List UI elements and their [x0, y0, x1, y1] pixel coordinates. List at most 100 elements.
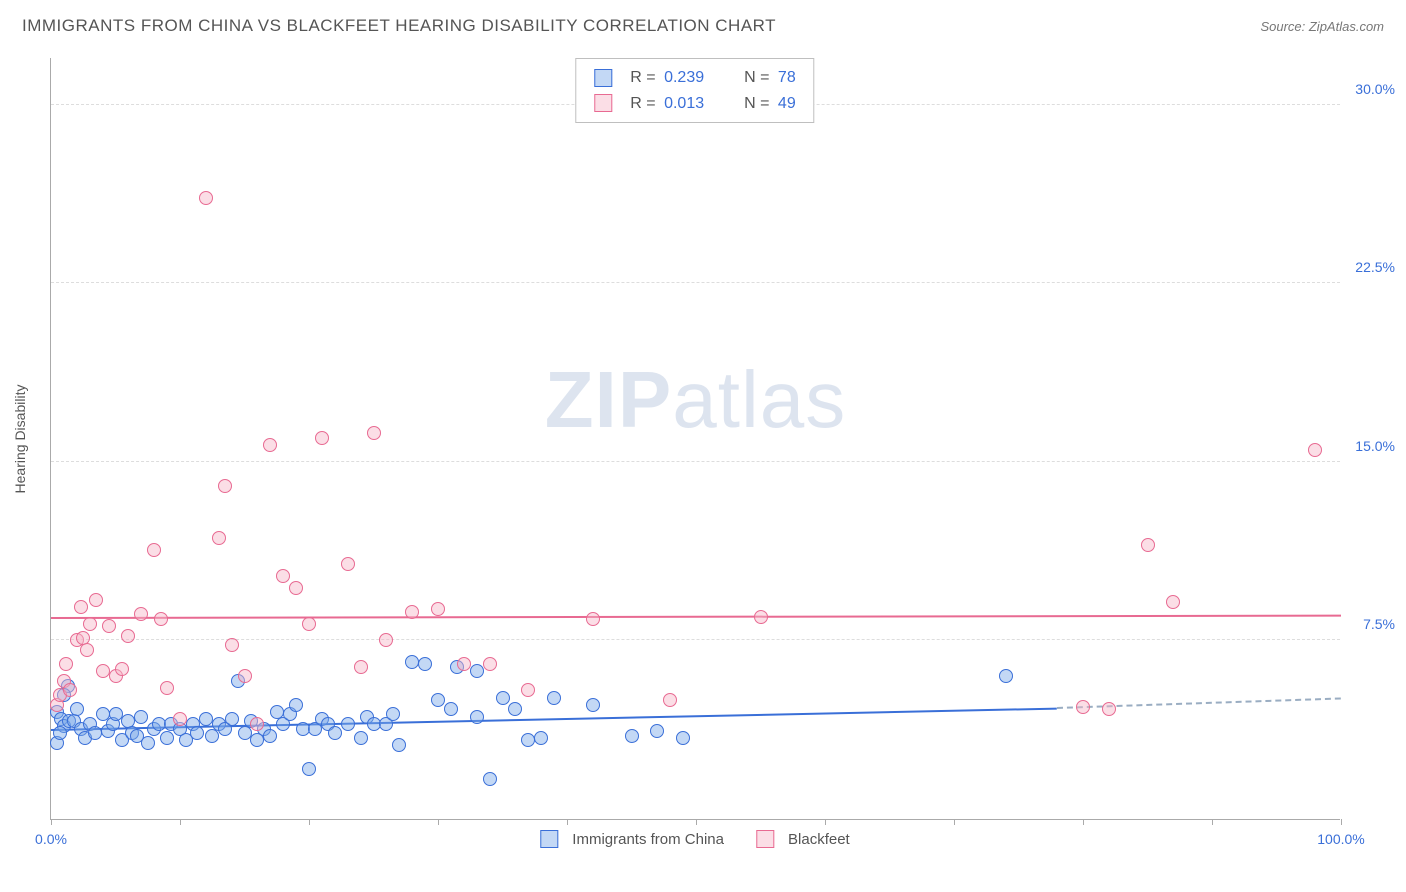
data-point: [205, 729, 219, 743]
data-point: [250, 733, 264, 747]
data-point: [418, 657, 432, 671]
data-point: [586, 612, 600, 626]
xtick: [954, 819, 955, 825]
data-point: [250, 717, 264, 731]
data-point: [625, 729, 639, 743]
xtick: [180, 819, 181, 825]
data-point: [1308, 443, 1322, 457]
data-point: [70, 702, 84, 716]
data-point: [534, 731, 548, 745]
gridline: [51, 282, 1340, 283]
chart-title: IMMIGRANTS FROM CHINA VS BLACKFEET HEARI…: [22, 16, 776, 36]
stat-r-value: 0.013: [664, 95, 704, 112]
data-point: [1076, 700, 1090, 714]
data-point: [289, 581, 303, 595]
ytick-label: 7.5%: [1345, 616, 1395, 632]
swatch-pink: [756, 830, 774, 848]
data-point: [263, 438, 277, 452]
data-point: [457, 657, 471, 671]
data-point: [496, 691, 510, 705]
xtick: [1212, 819, 1213, 825]
stats-legend-box: R = 0.239 N = 78 R = 0.013 N = 49: [575, 58, 814, 123]
data-point: [296, 722, 310, 736]
data-point: [74, 600, 88, 614]
legend-label: Blackfeet: [788, 831, 850, 848]
ytick-label: 15.0%: [1345, 438, 1395, 454]
data-point: [121, 629, 135, 643]
data-point: [190, 726, 204, 740]
xtick: [1341, 819, 1342, 825]
gridline: [51, 639, 1340, 640]
data-point: [302, 617, 316, 631]
data-point: [386, 707, 400, 721]
plot-area: ZIPatlas 7.5%15.0%22.5%30.0%0.0%100.0%: [50, 58, 1340, 820]
data-point: [63, 683, 77, 697]
chart-source: Source: ZipAtlas.com: [1260, 19, 1384, 34]
data-point: [199, 712, 213, 726]
xtick-label: 0.0%: [35, 831, 67, 847]
data-point: [238, 669, 252, 683]
data-point: [225, 638, 239, 652]
data-point: [354, 660, 368, 674]
data-point: [263, 729, 277, 743]
stat-r-label: R =: [630, 69, 655, 86]
data-point: [650, 724, 664, 738]
xtick: [309, 819, 310, 825]
watermark: ZIPatlas: [545, 354, 846, 446]
stats-row: R = 0.013 N = 49: [594, 91, 795, 117]
data-point: [444, 702, 458, 716]
data-point: [521, 733, 535, 747]
data-point: [431, 602, 445, 616]
xtick: [438, 819, 439, 825]
data-point: [483, 772, 497, 786]
watermark-zip: ZIP: [545, 355, 672, 444]
legend-label: Immigrants from China: [572, 831, 724, 848]
xtick: [51, 819, 52, 825]
data-point: [102, 619, 116, 633]
data-point: [379, 633, 393, 647]
data-point: [341, 717, 355, 731]
data-point: [173, 712, 187, 726]
stat-n-label: N =: [744, 69, 769, 86]
data-point: [367, 426, 381, 440]
data-point: [53, 726, 67, 740]
data-point: [59, 657, 73, 671]
legend-item: Blackfeet: [756, 830, 850, 848]
data-point: [154, 612, 168, 626]
xtick: [825, 819, 826, 825]
stat-n-value: 78: [778, 69, 796, 86]
data-point: [160, 681, 174, 695]
data-point: [88, 726, 102, 740]
data-point: [225, 712, 239, 726]
ytick-label: 30.0%: [1345, 81, 1395, 97]
data-point: [999, 669, 1013, 683]
data-point: [328, 726, 342, 740]
gridline: [51, 461, 1340, 462]
data-point: [1141, 538, 1155, 552]
data-point: [754, 610, 768, 624]
xtick: [1083, 819, 1084, 825]
stats-row: R = 0.239 N = 78: [594, 65, 795, 91]
stat-r-label: R =: [630, 95, 655, 112]
data-point: [96, 664, 110, 678]
data-point: [405, 655, 419, 669]
data-point: [1102, 702, 1116, 716]
data-point: [218, 479, 232, 493]
data-point: [392, 738, 406, 752]
data-point: [238, 726, 252, 740]
legend-item: Immigrants from China: [540, 830, 724, 848]
data-point: [586, 698, 600, 712]
y-axis-label: Hearing Disability: [12, 385, 28, 494]
data-point: [676, 731, 690, 745]
data-point: [367, 717, 381, 731]
swatch-blue: [540, 830, 558, 848]
xtick: [567, 819, 568, 825]
data-point: [508, 702, 522, 716]
watermark-atlas: atlas: [672, 355, 846, 444]
data-point: [89, 593, 103, 607]
stat-r-value: 0.239: [664, 69, 704, 86]
xtick: [696, 819, 697, 825]
chart-header: IMMIGRANTS FROM CHINA VS BLACKFEET HEARI…: [22, 16, 1384, 36]
stat-n-label: N =: [744, 95, 769, 112]
data-point: [134, 710, 148, 724]
